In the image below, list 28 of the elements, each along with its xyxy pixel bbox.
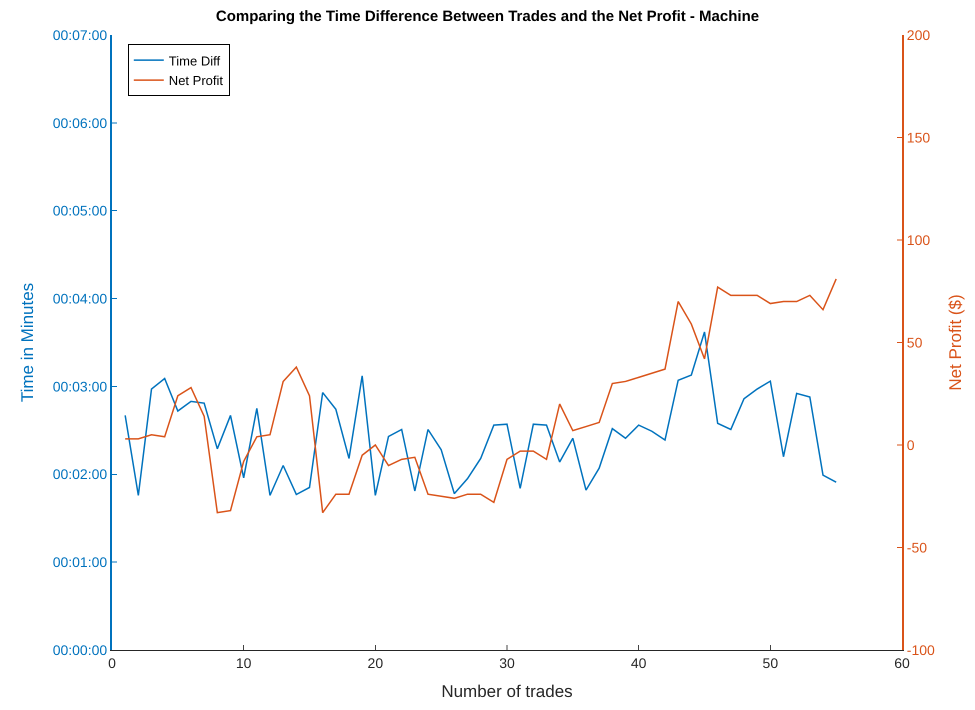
x-tick-label: 50	[762, 654, 778, 671]
y-tick-label: 00:00:00	[52, 642, 108, 658]
y-tick-label: 00:02:00	[52, 466, 108, 482]
chart-title: Comparing the Time Difference Between Trades and the Net Profit - Machine	[216, 8, 760, 26]
y2-tick-label: 0	[906, 436, 915, 453]
x-axis-title: Number of trades	[441, 682, 573, 702]
y2-tick-label: 50	[906, 334, 923, 350]
line-series	[124, 278, 837, 514]
x-tick-label: 20	[368, 654, 384, 671]
x-tick-label: 0	[108, 654, 116, 671]
x-tick-label: 30	[499, 654, 515, 671]
y2-tick-label: 100	[906, 232, 930, 248]
y2-tick-label: -50	[906, 539, 928, 556]
y2-tick-label: 200	[906, 26, 930, 43]
legend-label: Time Diff	[168, 53, 220, 68]
y2-axis-title: Net Profit ($)	[946, 294, 965, 391]
y2-tick-label: 150	[906, 129, 930, 146]
y-tick-label: 00:05:00	[52, 202, 108, 219]
y-tick-label: 00:06:00	[52, 114, 108, 131]
legend-label: Net Profit	[168, 73, 224, 88]
y-tick-label: 00:01:00	[52, 554, 108, 570]
x-tick-label: 40	[630, 654, 647, 671]
y-tick-label: 00:03:00	[52, 378, 108, 394]
y-tick-label: 00:04:00	[52, 290, 108, 306]
x-tick-label: 10	[236, 654, 252, 671]
y-tick-label: 00:07:00	[52, 26, 108, 43]
line-series	[124, 331, 837, 496]
y-axis-title: Time in Minutes	[18, 282, 37, 402]
